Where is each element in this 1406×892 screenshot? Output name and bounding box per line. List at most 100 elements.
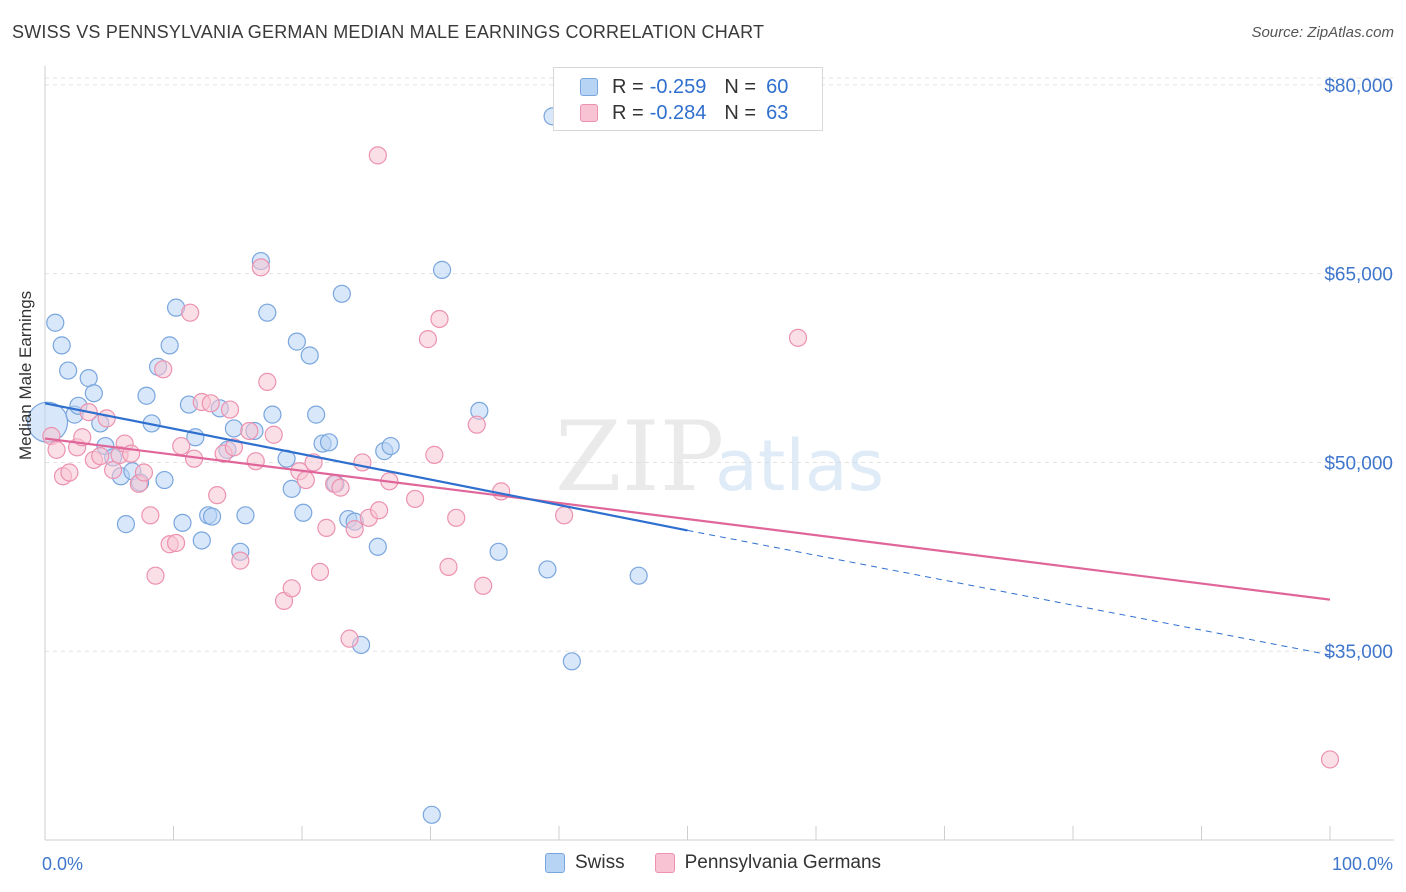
pa-german-point: [240, 421, 259, 441]
pa-german-point: [258, 372, 277, 391]
series-legend: Swiss Pennsylvania Germans: [545, 852, 911, 874]
swiss-points: [26, 107, 648, 824]
swiss-point: [307, 405, 326, 424]
pa-german-point: [251, 258, 270, 277]
swiss-point: [52, 336, 71, 355]
pa-german-point: [220, 400, 240, 419]
swiss-point: [368, 537, 387, 556]
pa-german-point: [201, 394, 220, 413]
swiss-point: [137, 386, 156, 405]
swiss-point: [192, 531, 211, 550]
swiss-point: [287, 332, 306, 351]
swiss-point: [173, 513, 192, 532]
pa-german-point: [264, 425, 283, 444]
pa-german-point: [439, 557, 458, 576]
swiss-point: [202, 507, 222, 526]
swiss-point: [263, 405, 282, 424]
pa-german-trend-line: [44, 437, 1331, 601]
pa-german-point: [405, 489, 425, 509]
pa-german-point: [224, 438, 243, 457]
swiss-point: [562, 652, 581, 671]
swiss-point: [160, 336, 179, 355]
pa-german-point: [467, 415, 486, 434]
source-note: Source: ZipAtlas.com: [1251, 24, 1394, 41]
swiss-point: [381, 436, 400, 456]
legend-r-label: R =: [612, 75, 644, 98]
swiss-trend-line: [44, 402, 688, 532]
y-tick-labels: $35,000 $50,000 $65,000 $80,000: [1324, 76, 1393, 663]
swiss-point: [332, 284, 351, 303]
pa-german-point: [73, 428, 92, 447]
pa-german-point: [418, 330, 438, 349]
pa-german-point: [134, 463, 154, 482]
chart-title: SWISS VS PENNSYLVANIA GERMAN MEDIAN MALE…: [12, 22, 765, 42]
pa-german-point: [141, 506, 160, 525]
pa-german-point: [331, 478, 350, 497]
trend-lines: [44, 402, 1331, 656]
swiss-point: [300, 346, 319, 365]
pa-german-point: [447, 508, 466, 527]
legend-row-swiss: R = -0.259 N = 60: [580, 75, 788, 99]
pa-german-point: [788, 328, 808, 347]
pa-german-point: [146, 566, 165, 585]
pa-german-point: [166, 533, 186, 553]
legend-n-label: N =: [724, 101, 757, 124]
legend-item-pa-german[interactable]: Pennsylvania Germans: [654, 852, 882, 874]
swiss-point: [79, 369, 98, 388]
pa-german-point: [340, 629, 359, 648]
x-tick-label-max: 100.0%: [1332, 854, 1393, 874]
pa-german-point: [91, 447, 110, 466]
y-tick-label: $80,000: [1324, 76, 1393, 97]
swiss-point: [59, 361, 78, 380]
y-axis-label: Median Male Earnings: [16, 290, 35, 460]
swiss-swatch: [580, 78, 598, 96]
axes: [44, 66, 1394, 841]
watermark-atlas: atlas: [715, 425, 884, 507]
swiss-trend-extension: [687, 529, 1331, 656]
pa-german-point: [317, 518, 336, 537]
pa-german-point: [310, 562, 330, 582]
pa-german-point: [60, 463, 79, 482]
legend-n-label: N =: [724, 75, 757, 98]
pa-german-point: [296, 470, 315, 490]
swiss-point: [116, 515, 136, 534]
swiss-point: [236, 506, 255, 525]
swiss-point: [258, 303, 277, 322]
pa-german-point: [172, 436, 191, 456]
pa-german-swatch: [580, 104, 598, 122]
x-tick-label-min: 0.0%: [42, 854, 83, 874]
correlation-legend: R = -0.259 N = 60 R = -0.284 N = 63: [553, 67, 823, 131]
legend-row-pa-german: R = -0.284 N = 63: [580, 101, 788, 125]
pa-german-point: [282, 579, 301, 598]
legend-r-value: -0.259: [649, 75, 707, 98]
swiss-point: [489, 542, 508, 561]
legend-r-label: R =: [612, 101, 644, 124]
pa-german-point: [430, 309, 449, 329]
swiss-point: [46, 313, 65, 332]
y-tick-label: $50,000: [1324, 453, 1393, 474]
pa-german-points: [42, 146, 1340, 769]
swiss-swatch: [545, 853, 565, 873]
swiss-point: [294, 503, 313, 522]
pa-german-point: [474, 576, 493, 595]
pa-german-point: [353, 453, 372, 472]
x-tick-labels: 0.0% 100.0%: [42, 854, 1393, 874]
pa-german-point: [1320, 750, 1340, 769]
legend-label-pa-german: Pennsylvania Germans: [684, 852, 882, 873]
pa-german-point: [208, 486, 227, 505]
pa-german-point: [154, 360, 173, 379]
swiss-point: [319, 433, 339, 452]
watermark: ZIP atlas: [555, 401, 884, 513]
pa-german-point: [425, 445, 444, 464]
swiss-point: [224, 419, 243, 438]
pa-german-point: [555, 506, 574, 525]
legend-label-swiss: Swiss: [575, 852, 625, 873]
swiss-point: [282, 479, 301, 498]
pa-german-point: [231, 551, 250, 570]
swiss-point: [538, 560, 557, 579]
swiss-point: [422, 805, 441, 824]
legend-item-swiss[interactable]: Swiss: [545, 852, 625, 874]
legend-n-value: 60: [766, 75, 789, 98]
y-tick-label: $35,000: [1324, 642, 1393, 663]
